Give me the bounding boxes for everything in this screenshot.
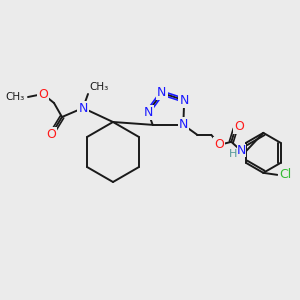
Text: N: N: [157, 86, 167, 100]
Text: N: N: [179, 94, 189, 107]
Text: Cl: Cl: [279, 168, 291, 182]
Text: N: N: [143, 106, 153, 118]
Text: O: O: [38, 88, 48, 100]
Text: N: N: [178, 118, 188, 131]
Text: O: O: [234, 120, 244, 134]
Text: N: N: [237, 144, 246, 158]
Text: H: H: [229, 149, 238, 159]
Text: N: N: [78, 101, 88, 115]
Text: O: O: [214, 138, 224, 152]
Text: CH₃: CH₃: [89, 82, 108, 92]
Text: O: O: [46, 128, 56, 140]
Text: CH₃: CH₃: [6, 92, 25, 102]
